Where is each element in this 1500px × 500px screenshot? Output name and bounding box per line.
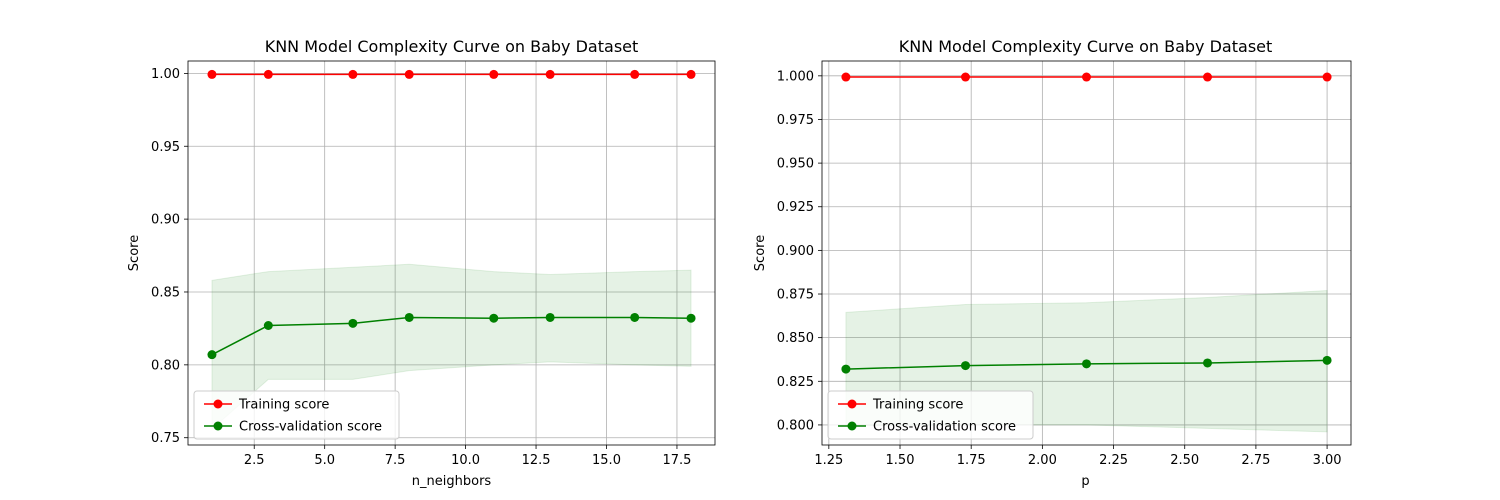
x-tick-label: 2.25 bbox=[1099, 453, 1128, 468]
chart-panel-p: KNN Model Complexity Curve on Baby Datas… bbox=[753, 37, 1352, 489]
chart-panel-n-neighbors: KNN Model Complexity Curve on Baby Datas… bbox=[127, 37, 716, 489]
legend-swatch-marker bbox=[213, 399, 223, 409]
cross-validation-score-line bbox=[211, 316, 692, 356]
training-score-point bbox=[841, 72, 851, 82]
cross-validation-score-point bbox=[1082, 359, 1091, 369]
x-tick-label: 3.00 bbox=[1313, 453, 1342, 468]
cross-validation-score-point bbox=[545, 312, 555, 322]
y-tick-label: 0.85 bbox=[151, 285, 180, 300]
training-score-point bbox=[348, 69, 358, 79]
x-tick-label: 10.0 bbox=[451, 453, 480, 468]
chart-title: KNN Model Complexity Curve on Baby Datas… bbox=[899, 37, 1273, 56]
legend: Training score Cross-validation score bbox=[827, 390, 1034, 440]
legend-swatch-marker bbox=[847, 399, 857, 409]
cross-validation-score-point bbox=[348, 318, 358, 328]
y-tick-label: 0.850 bbox=[777, 331, 814, 346]
cross-validation-score-point bbox=[207, 350, 217, 360]
x-tick-label: 17.5 bbox=[662, 453, 691, 468]
y-tick-label: 0.975 bbox=[777, 113, 814, 128]
cross-validation-score-point bbox=[686, 313, 696, 323]
y-tick-label: 0.950 bbox=[777, 157, 814, 172]
plot-frame bbox=[187, 60, 716, 446]
legend-box bbox=[827, 390, 1034, 440]
training-score-point bbox=[630, 69, 640, 79]
y-tick-label: 0.800 bbox=[777, 418, 814, 433]
cross-validation-score-point bbox=[841, 364, 851, 374]
training-score-point bbox=[1203, 72, 1213, 82]
x-tick-label: 2.75 bbox=[1241, 453, 1270, 468]
cross-validation-score-point bbox=[263, 321, 273, 331]
y-tick-label: 0.90 bbox=[151, 213, 180, 228]
cross-validation-score-point bbox=[630, 312, 640, 322]
training-score-point bbox=[489, 69, 499, 79]
chart-title: KNN Model Complexity Curve on Baby Datas… bbox=[265, 37, 639, 56]
legend-entry-training-score: Training score bbox=[238, 398, 329, 413]
training-score-point bbox=[207, 69, 217, 79]
x-axis-label: n_neighbors bbox=[412, 474, 492, 489]
legend-entry-cross-validation-score: Cross-validation score bbox=[239, 420, 382, 435]
cv-confidence-band bbox=[211, 263, 692, 431]
y-tick-label: 0.95 bbox=[151, 140, 180, 155]
x-tick-label: 1.75 bbox=[957, 453, 986, 468]
x-tick-label: 15.0 bbox=[592, 453, 621, 468]
x-tick-label: 2.50 bbox=[1170, 453, 1199, 468]
cross-validation-score-point bbox=[960, 361, 970, 371]
y-tick-label: 0.900 bbox=[777, 244, 814, 259]
legend-entry-cross-validation-score: Cross-validation score bbox=[873, 420, 1016, 435]
legend-swatch-marker bbox=[213, 421, 223, 431]
y-axis-label: Score bbox=[753, 235, 768, 271]
x-tick-label: 12.5 bbox=[522, 453, 551, 468]
x-tick-label: 1.25 bbox=[814, 453, 843, 468]
x-tick-label: 2.00 bbox=[1028, 453, 1057, 468]
cross-validation-score-point bbox=[404, 312, 414, 322]
training-score-point bbox=[960, 72, 970, 82]
y-tick-label: 0.925 bbox=[777, 200, 814, 215]
y-tick-label: 0.75 bbox=[151, 431, 180, 446]
y-axis-label: Score bbox=[127, 235, 142, 271]
x-tick-label: 2.5 bbox=[244, 453, 265, 468]
x-tick-label: 5.0 bbox=[314, 453, 335, 468]
cross-validation-score-point bbox=[1203, 358, 1213, 368]
legend: Training score Cross-validation score bbox=[193, 390, 400, 440]
training-score-point bbox=[263, 69, 273, 79]
legend-box bbox=[193, 390, 400, 440]
y-tick-label: 1.000 bbox=[777, 69, 814, 84]
legend-entry-training-score: Training score bbox=[872, 398, 963, 413]
training-score-point bbox=[1322, 72, 1332, 82]
training-score-point bbox=[686, 69, 696, 79]
plot-frame bbox=[821, 60, 1352, 446]
y-tick-label: 0.825 bbox=[777, 375, 814, 390]
cross-validation-score-point bbox=[489, 313, 499, 323]
y-tick-label: 0.875 bbox=[777, 288, 814, 303]
y-tick-label: 0.80 bbox=[151, 358, 180, 373]
training-score-point bbox=[404, 69, 414, 79]
x-axis-label: p bbox=[1081, 474, 1089, 489]
y-tick-label: 1.00 bbox=[151, 67, 180, 82]
training-score-point bbox=[1082, 72, 1091, 82]
x-tick-label: 7.5 bbox=[385, 453, 406, 468]
legend-swatch-marker bbox=[847, 421, 857, 431]
x-tick-label: 1.50 bbox=[886, 453, 915, 468]
cross-validation-score-point bbox=[1322, 355, 1332, 365]
training-score-point bbox=[545, 69, 555, 79]
